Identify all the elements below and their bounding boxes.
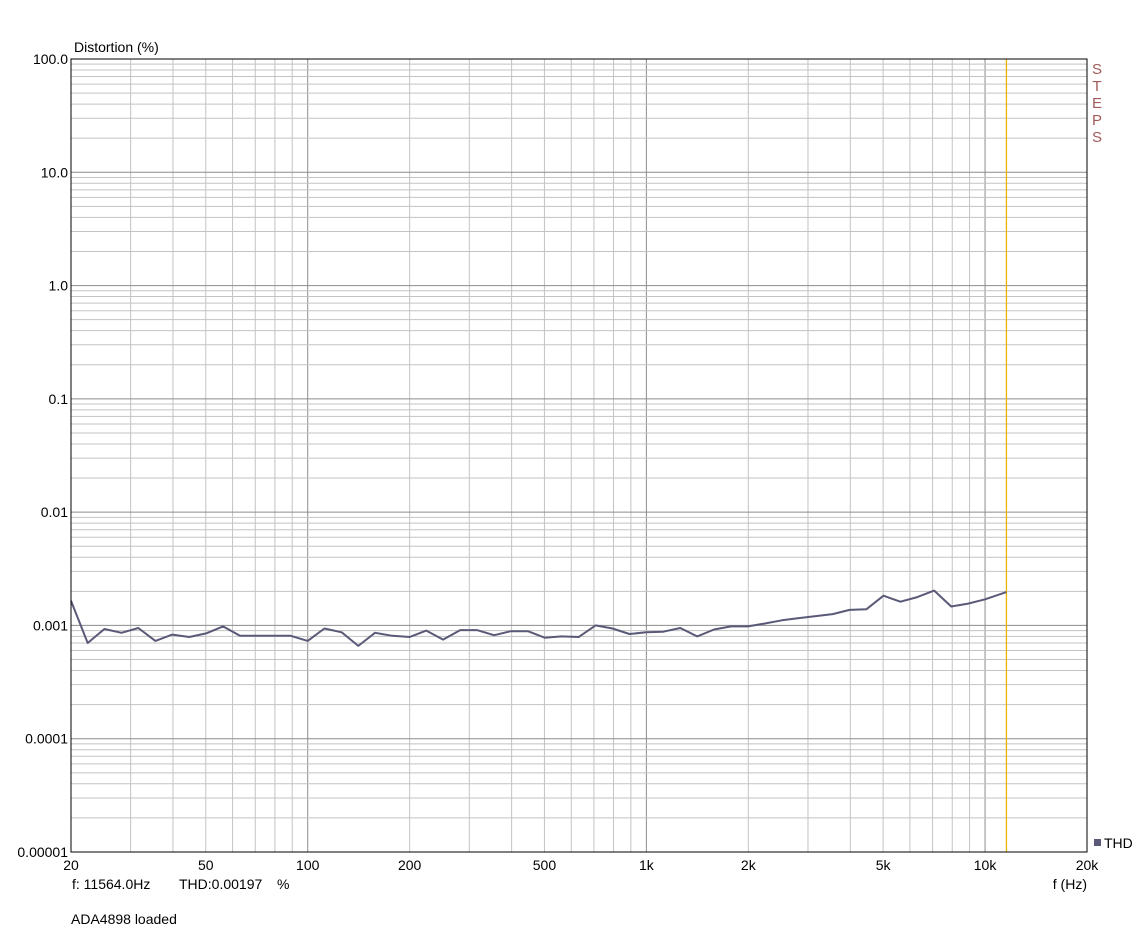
x-tick-label: 100 <box>296 857 320 873</box>
x-tick-label: 1k <box>639 857 655 873</box>
y-tick-label: 1.0 <box>49 278 69 294</box>
watermark-letter: P <box>1092 112 1102 129</box>
series-layer <box>70 589 1007 647</box>
y-tick-label: 0.0001 <box>25 731 68 747</box>
x-tick-label: 2k <box>741 857 757 873</box>
y-tick-label: 0.00001 <box>17 844 68 860</box>
grid <box>70 59 1088 852</box>
x-tick-label: 20 <box>63 857 79 873</box>
x-tick-label: 500 <box>533 857 557 873</box>
y-tick-label: 0.001 <box>33 617 68 633</box>
frequency-readout: f: 11564.0Hz <box>72 876 151 892</box>
series-line-thd <box>70 589 1007 647</box>
x-tick-label: 200 <box>398 857 422 873</box>
x-tick-label: 50 <box>198 857 214 873</box>
legend-label-thd: THD <box>1104 835 1133 851</box>
watermark-letter: E <box>1092 95 1102 112</box>
thd-unit: % <box>277 876 290 892</box>
x-tick-label: 10k <box>974 857 998 873</box>
plot-frame <box>70 58 1088 853</box>
y-tick-label: 10.0 <box>41 164 68 180</box>
watermark-letter: S <box>1092 61 1102 78</box>
x-axis-label: f (Hz) <box>1053 876 1087 892</box>
thd-readout: THD:0.00197 <box>179 876 263 892</box>
y-tick-labels: 100.0 10.0 1.0 0.1 0.01 0.001 0.0001 0.00001 <box>17 51 68 860</box>
x-tick-labels: 20 50 100 200 500 1k 2k 5k 10k 20k <box>63 857 1099 873</box>
y-tick-label: 0.01 <box>41 504 68 520</box>
legend-swatch-thd <box>1094 839 1101 846</box>
watermark-letter: S <box>1092 129 1102 146</box>
watermark-letter: T <box>1092 78 1101 95</box>
y-tick-label: 0.1 <box>49 391 69 407</box>
x-tick-label: 20k <box>1076 857 1100 873</box>
x-tick-label: 5k <box>876 857 892 873</box>
y-axis-label: Distortion (%) <box>74 39 159 55</box>
status-text: ADA4898 loaded <box>71 911 177 927</box>
legend: THD <box>1094 835 1133 851</box>
y-tick-label: 100.0 <box>33 51 68 67</box>
